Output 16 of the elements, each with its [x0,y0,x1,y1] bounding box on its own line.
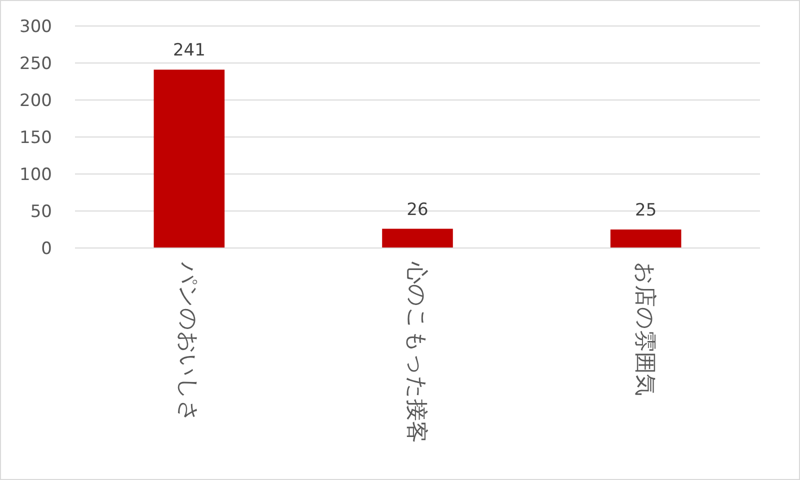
y-tick-label: 300 [20,17,52,37]
y-tick-label: 250 [20,54,52,74]
data-label: 25 [635,200,657,220]
x-tick-label: お店の雰囲気 [632,262,657,396]
data-label: 241 [172,40,206,61]
x-tick-label: パンのおいしさ [175,261,200,423]
y-tick-label: 150 [20,128,52,148]
bar [382,228,453,248]
bar [610,230,682,248]
x-tick-label: 心のこもった接客 [404,261,428,443]
y-tick-label: 50 [30,202,52,222]
bar [154,70,225,248]
y-tick-label: 0 [41,239,52,259]
data-label: 26 [406,200,428,220]
y-tick-label: 200 [20,91,52,111]
y-tick-label: 100 [20,165,52,185]
